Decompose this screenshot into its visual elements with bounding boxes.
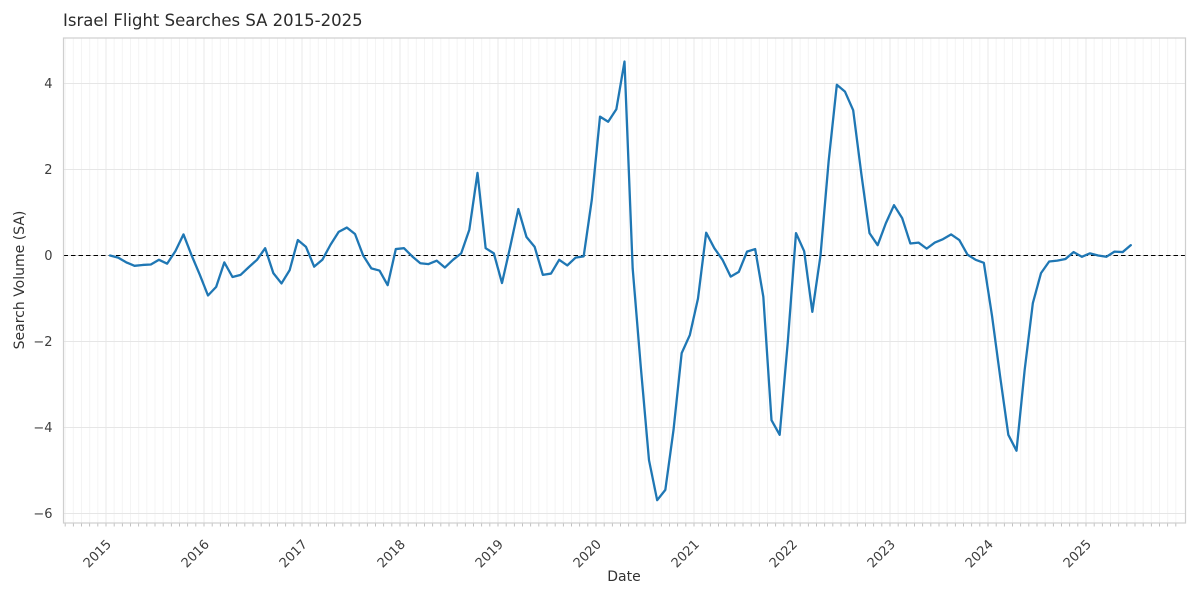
x-tick-label: 2016	[179, 537, 213, 571]
chart-title: Israel Flight Searches SA 2015-2025	[63, 11, 363, 30]
search-volume-series-line	[108, 60, 1132, 502]
x-tick-label: 2022	[767, 537, 801, 571]
y-tick-label: 4	[44, 77, 52, 92]
x-tick-label: 2025	[1061, 537, 1095, 571]
y-tick-label: 0	[44, 249, 52, 264]
x-tick-label: 2019	[473, 537, 507, 571]
y-axis-label: Search Volume (SA)	[12, 211, 28, 350]
x-axis-label: Date	[607, 569, 640, 585]
x-tick-label: 2015	[81, 537, 115, 571]
y-tick-label: −4	[33, 421, 52, 436]
x-tick-label: 2021	[669, 537, 703, 571]
x-tick-label: 2023	[865, 537, 899, 571]
x-tick-label: 2020	[571, 537, 605, 571]
plot-border	[62, 37, 1187, 524]
y-tick-label: −2	[33, 335, 52, 350]
y-tick-label: 2	[44, 163, 52, 178]
x-tick-label: 2017	[277, 537, 311, 571]
x-tick-label: 2018	[375, 537, 409, 571]
y-tick-label: −6	[33, 507, 52, 522]
x-tick-label: 2024	[963, 537, 997, 571]
x-tick-labels: 2015 2016 2017 2018 2019 2020 2021 2022 2023 2024…	[81, 537, 1095, 571]
vertical-gridlines	[64, 38, 1177, 523]
y-tick-labels: 4 2 0 −2 −4 −6	[33, 77, 52, 522]
